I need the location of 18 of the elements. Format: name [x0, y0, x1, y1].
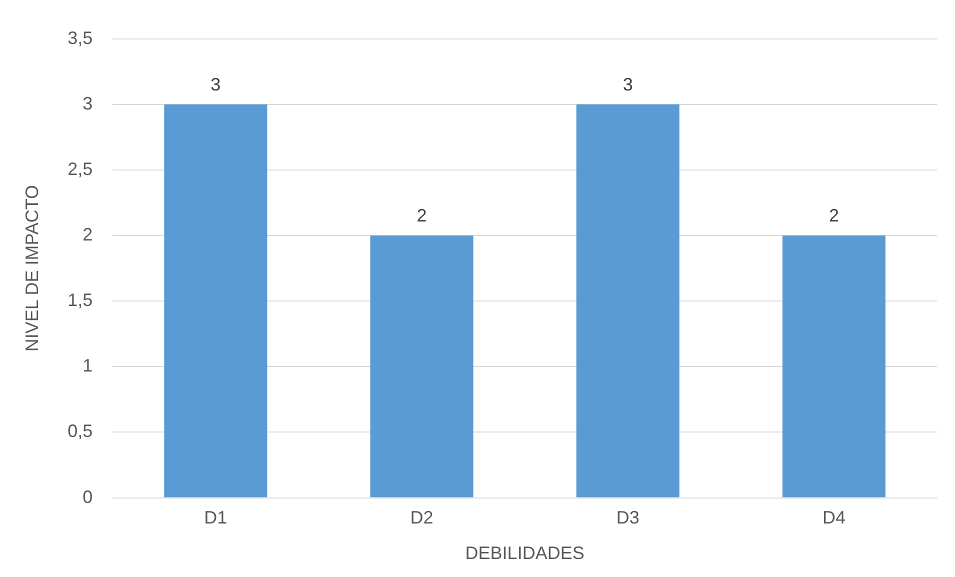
x-tick-label: D1 — [204, 508, 228, 528]
y-tick-label: 3 — [82, 93, 93, 114]
x-axis-title: DEBILIDADES — [465, 543, 584, 564]
x-tick-label: D3 — [616, 508, 640, 528]
y-tick-label: 1 — [82, 356, 93, 376]
y-tick-label: 0 — [82, 486, 93, 507]
data-label: 3 — [622, 74, 633, 94]
data-label: 2 — [416, 205, 427, 226]
x-tick-label: D2 — [410, 508, 434, 528]
y-tick-label: 2 — [82, 224, 93, 244]
x-tick-label: D4 — [822, 508, 846, 528]
y-tick-label: 2,5 — [68, 158, 93, 179]
data-label: 3 — [210, 74, 221, 94]
y-tick-label: 1,5 — [68, 290, 93, 310]
y-axis-title: NIVEL DE IMPACTO — [22, 184, 42, 352]
y-tick-label: 3,5 — [68, 28, 93, 48]
data-label: 2 — [828, 205, 839, 226]
y-tick-label: 0,5 — [68, 421, 93, 442]
